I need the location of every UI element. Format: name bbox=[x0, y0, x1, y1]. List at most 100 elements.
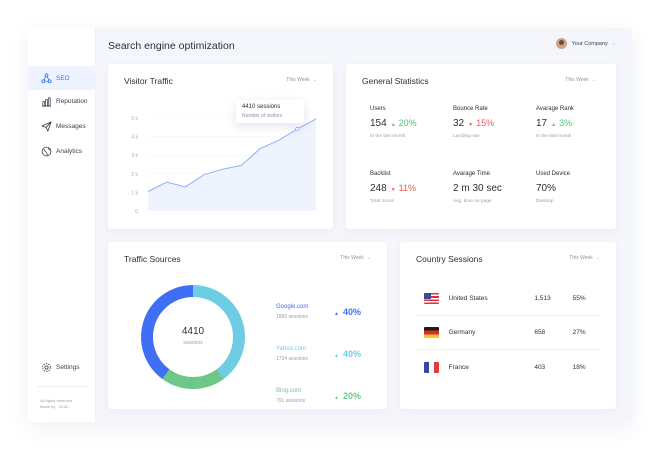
stat-subtitle: Total Score bbox=[370, 199, 394, 204]
traffic-sources-card: Traffic Sources This Week ⌄ 4410 sessions… bbox=[108, 242, 387, 409]
country-name: Germany bbox=[448, 329, 476, 336]
stat-subtitle: Landing rate bbox=[453, 134, 480, 139]
series-line bbox=[147, 118, 317, 192]
stat-delta: 11% bbox=[398, 183, 416, 193]
arrow-up-icon: ▲ bbox=[334, 311, 339, 317]
tooltip-value: 4410 sessions bbox=[242, 104, 281, 110]
stat-subtitle: In the last month bbox=[536, 134, 572, 139]
sidebar-item-label: Settings bbox=[56, 363, 80, 371]
donut-total: 4410 bbox=[181, 326, 205, 337]
source-percent: 20% bbox=[342, 391, 361, 401]
country-name: United States bbox=[448, 295, 488, 302]
chevron-down-icon: ⌄ bbox=[595, 255, 600, 261]
user-name: Your Company bbox=[571, 40, 608, 47]
period-label: This Week bbox=[569, 255, 593, 261]
period-select[interactable]: This Week ⌄ bbox=[286, 77, 317, 83]
chevron-down-icon: ⌄ bbox=[591, 77, 596, 83]
stat-label: Avarage Time bbox=[453, 171, 490, 177]
sidebar-item-messages[interactable]: Messages bbox=[28, 114, 96, 138]
sidebar-item-label: Analytics bbox=[56, 147, 83, 155]
card-title: Visitor Traffic bbox=[124, 76, 173, 86]
y-tick-label: 4 k bbox=[131, 135, 138, 141]
source-sessions: 1734 sessions bbox=[276, 356, 308, 362]
source-sessions: 791 sessions bbox=[276, 398, 306, 404]
stat-value-row: 248 ▼ 11% bbox=[370, 183, 416, 194]
stat-subtitle: Avg. time on page bbox=[453, 199, 492, 204]
card-title: Traffic Sources bbox=[124, 254, 181, 264]
highlight-point[interactable] bbox=[295, 126, 300, 132]
series-area bbox=[148, 118, 316, 211]
y-tick-label: 0 bbox=[135, 209, 138, 215]
country-percent: 55% bbox=[572, 295, 586, 302]
donut-total-label: sessions bbox=[183, 340, 203, 346]
stat-delta: 3% bbox=[559, 118, 573, 128]
tooltip-label: Number of visitors bbox=[242, 113, 283, 119]
y-tick-label: 3 k bbox=[131, 153, 138, 159]
country-sessions: 403 bbox=[534, 363, 546, 371]
country-row[interactable]: France 403 18% bbox=[416, 350, 600, 384]
stat-block: Avarage Rank 17 ▲ 3% In the last month bbox=[536, 106, 574, 139]
arrow-up-icon: ▲ bbox=[390, 122, 396, 128]
source-sessions: 1885 sessions bbox=[276, 314, 308, 320]
sidebar-item-seo[interactable]: SEO bbox=[28, 66, 96, 90]
period-label: This Week bbox=[565, 77, 589, 83]
source-percent-row: ▲ 40% bbox=[334, 349, 361, 359]
stat-value-row: 32 ▼ 15% bbox=[453, 118, 494, 129]
stat-value-row: 154 ▲ 20% bbox=[370, 118, 417, 129]
y-tick-label: 5 k bbox=[131, 116, 138, 122]
country-percent: 27% bbox=[572, 329, 586, 336]
fr-flag-icon bbox=[424, 361, 439, 373]
arrow-down-icon: ▼ bbox=[390, 187, 396, 193]
country-row[interactable]: United States 1,513 55% bbox=[416, 282, 600, 316]
period-select[interactable]: This Week ⌄ bbox=[569, 255, 600, 261]
footer-rights: All rights reserved bbox=[40, 398, 73, 403]
traffic-source-row[interactable]: Yahoo.com 1734 sessions ▲ 40% bbox=[276, 346, 366, 362]
period-select[interactable]: This Week ⌄ bbox=[340, 255, 371, 261]
arrow-up-icon: ▲ bbox=[551, 122, 557, 128]
page-title: Search engine optimization bbox=[108, 40, 235, 52]
country-percent: 18% bbox=[572, 363, 586, 371]
bar-chart-icon bbox=[40, 95, 52, 107]
gear-icon bbox=[40, 361, 52, 373]
chevron-down-icon: ⌄ bbox=[611, 40, 616, 47]
sidebar-item-analytics[interactable]: Analytics bbox=[28, 139, 96, 163]
source-name: Google.com bbox=[276, 304, 309, 310]
sidebar-item-label: SEO bbox=[56, 74, 70, 82]
source-percent-row: ▲ 40% bbox=[334, 307, 361, 317]
sidebar-item-reputation[interactable]: Reputation bbox=[28, 89, 96, 113]
stat-value: 70% bbox=[536, 183, 557, 194]
stat-label: Bounce Rate bbox=[453, 106, 488, 112]
period-select[interactable]: This Week ⌄ bbox=[565, 77, 596, 83]
visitor-traffic-card: Visitor Traffic This Week ⌄ 5 k 4 k 3 k 2 k 1… bbox=[108, 64, 333, 229]
traffic-donut-chart bbox=[138, 282, 248, 392]
arrow-down-icon: ▼ bbox=[468, 122, 474, 128]
sidebar-item-settings[interactable]: Settings bbox=[28, 355, 96, 379]
stat-value-row: 70% bbox=[536, 183, 570, 194]
avatar bbox=[555, 38, 567, 49]
stat-block: Users 154 ▲ 20% In the last month bbox=[370, 106, 417, 139]
source-name: Yahoo.com bbox=[276, 346, 306, 352]
y-tick-label: 1 k bbox=[131, 190, 138, 196]
general-statistics-card: General Statistics This Week ⌄ Users 154 ▲ 2… bbox=[346, 64, 616, 229]
source-percent: 40% bbox=[342, 307, 361, 317]
country-name: France bbox=[448, 363, 469, 371]
us-flag-icon bbox=[424, 293, 439, 304]
source-percent: 40% bbox=[342, 349, 361, 359]
stat-value: 32 bbox=[453, 118, 465, 129]
traffic-source-row[interactable]: Bing.com 791 sessions ▲ 20% bbox=[276, 388, 366, 404]
arrow-up-icon: ▲ bbox=[334, 395, 339, 401]
chevron-down-icon: ⌄ bbox=[366, 255, 371, 261]
network-icon bbox=[40, 72, 52, 84]
stat-block: Used Device 70% Desktop bbox=[536, 171, 570, 204]
traffic-source-row[interactable]: Google.com 1885 sessions ▲ 40% bbox=[276, 304, 366, 320]
stat-label: Backlist bbox=[370, 171, 391, 177]
paper-plane-icon bbox=[40, 120, 52, 132]
chevron-down-icon: ⌄ bbox=[312, 77, 317, 83]
country-sessions: 658 bbox=[534, 329, 546, 336]
user-menu[interactable]: Your Company ⌄ bbox=[555, 38, 616, 49]
stat-value: 154 bbox=[370, 118, 387, 129]
donut-slice-3[interactable] bbox=[138, 282, 248, 392]
country-row[interactable]: Germany 658 27% bbox=[416, 316, 600, 350]
donut-slice-2[interactable] bbox=[141, 285, 245, 389]
source-percent-row: ▲ 20% bbox=[334, 391, 361, 401]
